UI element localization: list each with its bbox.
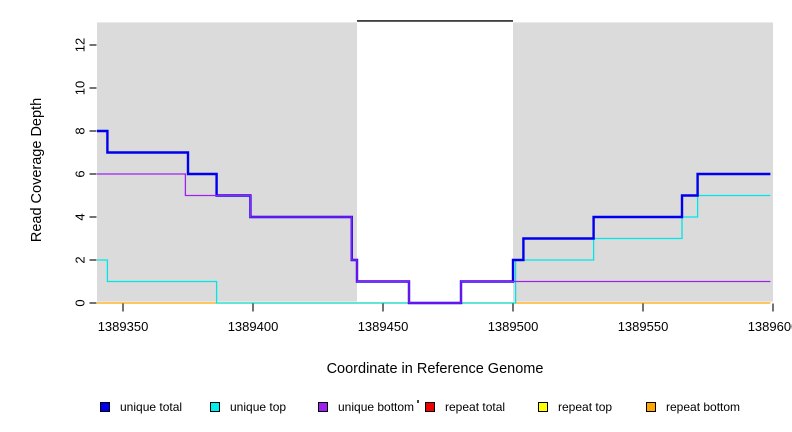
series-lines — [97, 129, 771, 305]
legend-item-unique-top: unique top — [210, 399, 286, 415]
legend-item-repeat-top: repeat top — [538, 399, 612, 415]
legend-label: unique top — [230, 400, 287, 414]
x-axis-title: Coordinate in Reference Genome — [327, 361, 544, 377]
y-tick-label: 10 — [73, 81, 88, 95]
y-tick-label: 6 — [73, 170, 88, 177]
x-tick-label: 1389500 — [488, 319, 539, 334]
legend-item-unique-total: unique total — [100, 399, 182, 415]
shaded-region-left — [97, 22, 357, 302]
legend-label: repeat total — [445, 400, 506, 414]
legend-label: unique bottom — [338, 400, 415, 414]
legend-label: repeat top — [558, 400, 613, 414]
legend-item-repeat-bottom: repeat bottom — [646, 399, 740, 415]
legend-swatch-icon — [425, 402, 435, 412]
stray-mark — [417, 400, 419, 403]
legend: unique total unique top unique bottom repea… — [0, 399, 792, 417]
y-tick-label: 8 — [73, 127, 88, 134]
legend-swatch-icon — [538, 402, 548, 412]
x-tick-label: 1389350 — [98, 319, 149, 334]
y-tick-label: 12 — [73, 38, 88, 52]
shaded-region-right — [513, 22, 773, 302]
legend-swatch-icon — [318, 402, 328, 412]
legend-swatch-icon — [100, 402, 110, 412]
legend-swatch-icon — [210, 402, 220, 412]
legend-item-repeat-total: repeat total — [425, 399, 505, 415]
shaded-regions — [97, 22, 773, 302]
legend-label: unique total — [120, 400, 183, 414]
x-tick-label: 1389550 — [618, 319, 669, 334]
series-line-unique-bottom — [97, 173, 771, 304]
legend-swatch-icon — [646, 402, 656, 412]
y-tick-label: 0 — [73, 299, 88, 306]
series-line-unique-top — [97, 194, 771, 304]
y-tick-label: 2 — [73, 256, 88, 263]
legend-item-unique-bottom: unique bottom — [318, 399, 414, 415]
y-tick-label: 4 — [73, 213, 88, 220]
x-tick-label: 1389450 — [358, 319, 409, 334]
y-axis-title: Read Coverage Depth — [29, 98, 45, 242]
x-tick-label: 1389400 — [228, 319, 279, 334]
legend-label: repeat bottom — [666, 400, 741, 414]
axes: 1389350 1389400 1389450 1389500 1389550 13896… — [73, 38, 792, 334]
